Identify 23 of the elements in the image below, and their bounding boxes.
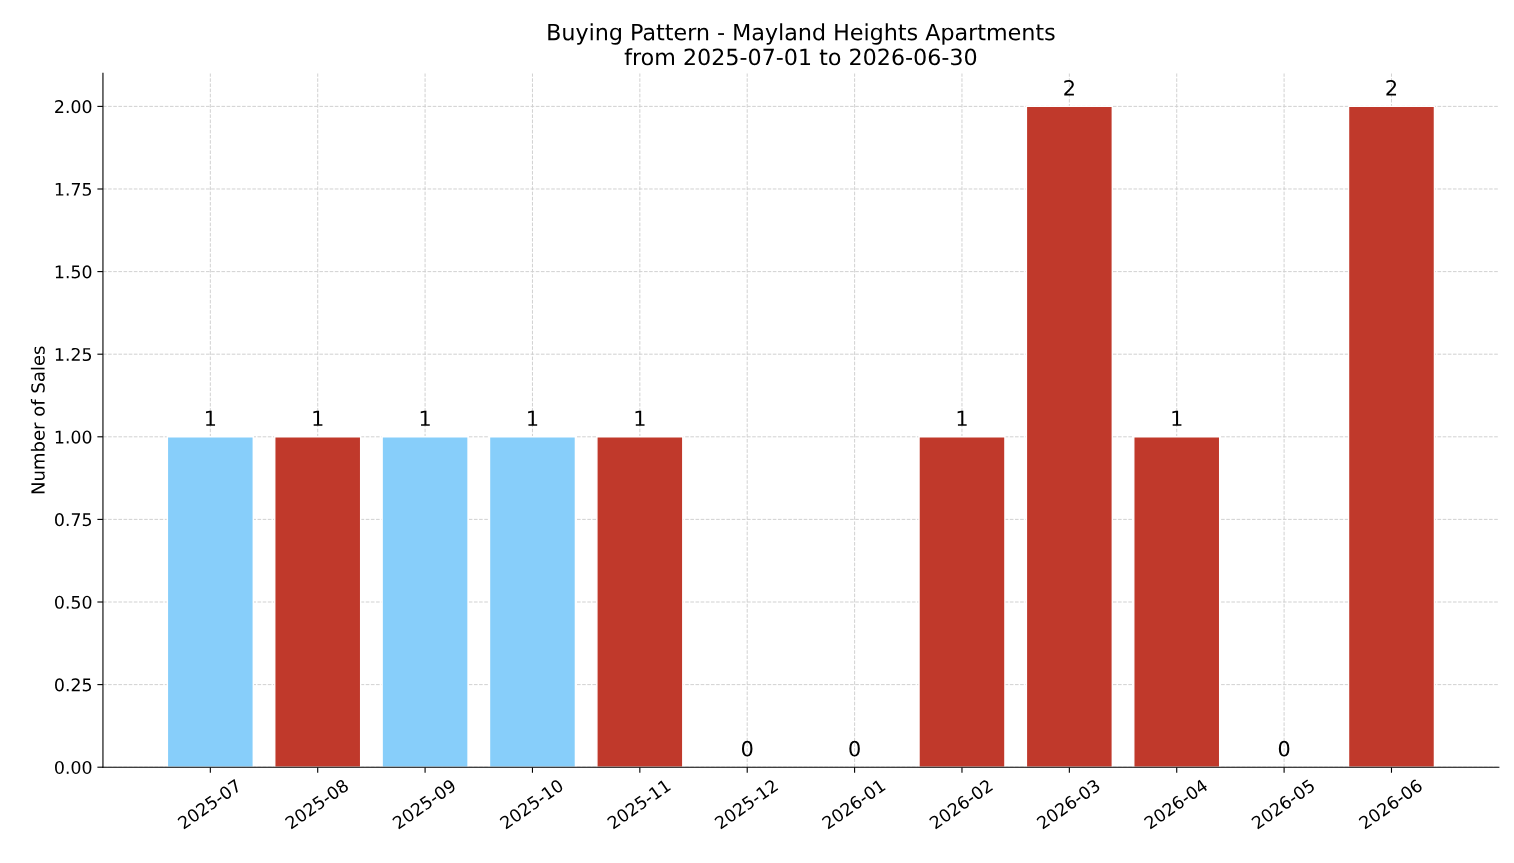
- chart-title: Buying Pattern - Mayland Heights Apartments from 2025-07-01 to 2026-06-30: [548, 23, 1055, 66]
- data-label: 1: [205, 410, 216, 426]
- data-label: 1: [957, 410, 967, 426]
- y-tick-label: 1.00: [55, 430, 92, 444]
- y-tick-label: 0.75: [55, 513, 92, 527]
- y-tick-label: 0.25: [55, 678, 92, 692]
- y-tick-label: 1.75: [55, 182, 92, 196]
- data-label: 1: [528, 410, 538, 426]
- data-label: 1: [313, 410, 323, 426]
- data-label: 0: [1278, 740, 1290, 757]
- y-tick-label: 2.00: [55, 100, 92, 114]
- y-tick-label: 1.50: [55, 265, 92, 279]
- data-label: 1: [1172, 410, 1182, 426]
- data-label: 1: [420, 410, 430, 426]
- data-label: 2: [1064, 79, 1074, 96]
- y-axis-title: Number of Sales: [30, 346, 45, 494]
- data-label: 0: [741, 740, 753, 757]
- y-tick-label: 0.00: [55, 760, 92, 775]
- y-tick-label: 0.50: [55, 595, 92, 609]
- data-label: 1: [635, 410, 645, 426]
- data-label: 2: [1386, 79, 1397, 96]
- y-tick-label: 1.25: [55, 347, 92, 362]
- data-label: 0: [849, 740, 860, 757]
